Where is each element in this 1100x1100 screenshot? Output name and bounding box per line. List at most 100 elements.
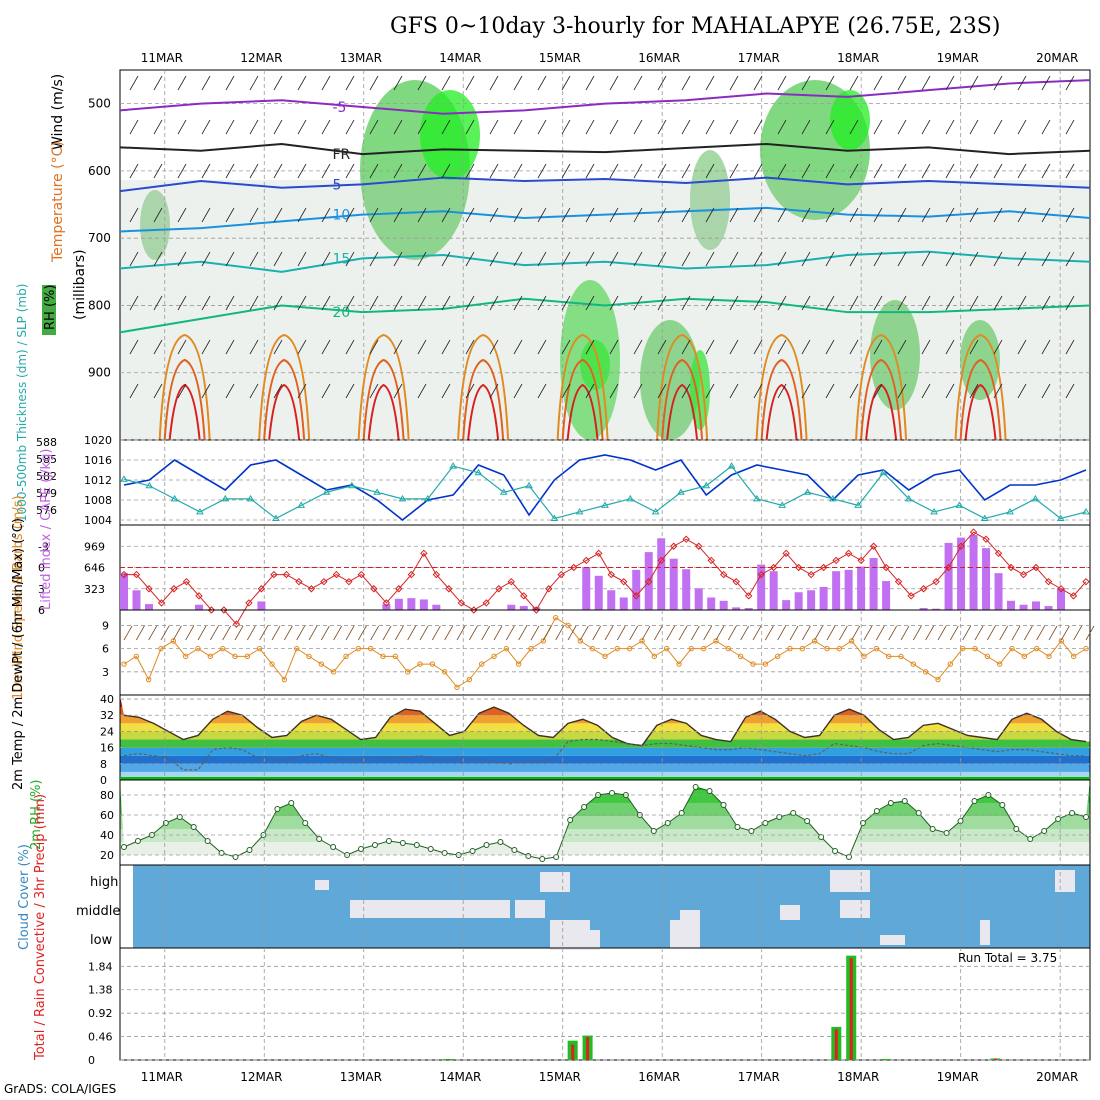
wind-barb xyxy=(393,251,403,267)
wind-barb xyxy=(369,251,379,267)
warm-contour xyxy=(760,358,803,441)
wind-barb xyxy=(537,251,547,267)
warm-contour xyxy=(357,333,410,441)
wind-barb xyxy=(153,383,163,399)
li-tick: -3 xyxy=(38,540,49,553)
rh-marker xyxy=(971,798,978,804)
wind-barb xyxy=(465,383,475,399)
precip-panel-frame xyxy=(119,947,1091,1061)
wind-panel-frame xyxy=(119,609,1091,696)
rh-marker xyxy=(134,838,141,844)
lifted-index-marker xyxy=(157,599,166,607)
rh-marker xyxy=(748,828,755,834)
wind-barb xyxy=(417,339,427,355)
thickness-tick: 582 xyxy=(36,470,57,483)
rh-marker xyxy=(664,820,671,826)
wind-barb xyxy=(177,383,187,399)
thickness-tick: 585 xyxy=(36,453,57,466)
wind-barb xyxy=(681,119,691,135)
wind-barb xyxy=(729,251,739,267)
slp-tick: 1004 xyxy=(84,514,112,527)
wind-barb xyxy=(225,163,235,179)
wind-barb xyxy=(801,383,811,399)
temp-tick: 24 xyxy=(100,725,114,738)
wind-barb xyxy=(945,295,955,311)
wind-barb xyxy=(321,163,331,179)
surface-wind-barb xyxy=(629,625,639,641)
surface-wind-barb xyxy=(259,625,269,641)
rh-marker xyxy=(650,828,657,834)
surface-wind-barb xyxy=(925,625,935,641)
surface-wind-barb xyxy=(345,625,355,641)
rh-marker xyxy=(190,824,197,830)
wind-barb xyxy=(609,251,619,267)
wind-barb xyxy=(153,119,163,135)
lifted-index-marker xyxy=(357,570,366,579)
wind-barb xyxy=(345,163,355,179)
cloud-block xyxy=(350,900,470,918)
surface-wind-barb xyxy=(1011,625,1021,641)
wind-speed-marker xyxy=(441,669,448,675)
wind-barb xyxy=(417,207,427,223)
wind-speed-marker xyxy=(725,645,732,652)
wind-barb xyxy=(897,75,907,91)
wind-barb xyxy=(129,163,139,179)
rh-marker xyxy=(316,836,323,842)
wind-barb xyxy=(1065,383,1075,399)
wind-barb xyxy=(897,119,907,135)
wind-barb xyxy=(297,295,307,311)
wind-barb xyxy=(945,383,955,399)
slp-panel-frame xyxy=(119,439,1091,526)
surface-wind-barb xyxy=(320,625,330,641)
wind-barb xyxy=(225,207,235,223)
wind-barb xyxy=(801,251,811,267)
surface-wind-barb xyxy=(777,625,787,641)
surface-wind-barb xyxy=(912,625,922,641)
thickness-tick: 576 xyxy=(36,504,57,517)
wind-barb xyxy=(153,207,163,223)
li-tick: 6 xyxy=(38,604,45,617)
wind-barb xyxy=(393,339,403,355)
cape-bar xyxy=(1044,606,1053,610)
wind-barb xyxy=(609,75,619,91)
wind-barb xyxy=(729,383,739,399)
wind-barb xyxy=(657,251,667,267)
wind-barb xyxy=(1041,383,1051,399)
thickness-marker xyxy=(778,501,787,508)
wind-barb xyxy=(1065,295,1075,311)
wind-speed-marker xyxy=(306,653,312,660)
cape-bar xyxy=(882,581,891,610)
date-label-bottom: 17MAR xyxy=(738,1070,780,1084)
wind-speed-marker xyxy=(861,653,867,660)
wind-barb xyxy=(441,75,451,91)
wind-speed-marker xyxy=(367,645,374,652)
wind-barb xyxy=(585,163,595,179)
rh-marker xyxy=(218,850,225,856)
wind-barb xyxy=(321,295,331,311)
axis-title-wind: 10m Wind Speed & Barbs (m/s) xyxy=(11,495,26,700)
wind-barb xyxy=(921,339,931,355)
thickness-marker xyxy=(449,462,457,469)
lifted-index-marker xyxy=(682,535,690,543)
thickness-marker xyxy=(1006,507,1014,515)
lifted-index-marker xyxy=(719,570,728,579)
thickness-marker xyxy=(170,494,179,502)
wind-barb xyxy=(777,295,787,311)
warm-contour xyxy=(362,358,405,441)
lifted-index-marker xyxy=(645,577,653,586)
wind-barb xyxy=(297,163,307,179)
wind-barb xyxy=(993,75,1003,91)
wind-barb xyxy=(753,251,763,267)
wind-barb xyxy=(729,339,739,355)
warm-contour xyxy=(855,333,908,441)
wind-barb xyxy=(1041,119,1051,135)
date-label-top: 18MAR xyxy=(837,51,879,65)
wind-barb xyxy=(201,119,211,135)
cape-bar xyxy=(819,586,828,610)
wind-barb xyxy=(321,251,331,267)
wind-barb xyxy=(585,251,595,267)
wind-barb xyxy=(225,339,235,355)
wind-barb xyxy=(441,251,451,267)
temp-tick: 32 xyxy=(100,709,114,722)
slp-tick: 1020 xyxy=(84,434,112,447)
